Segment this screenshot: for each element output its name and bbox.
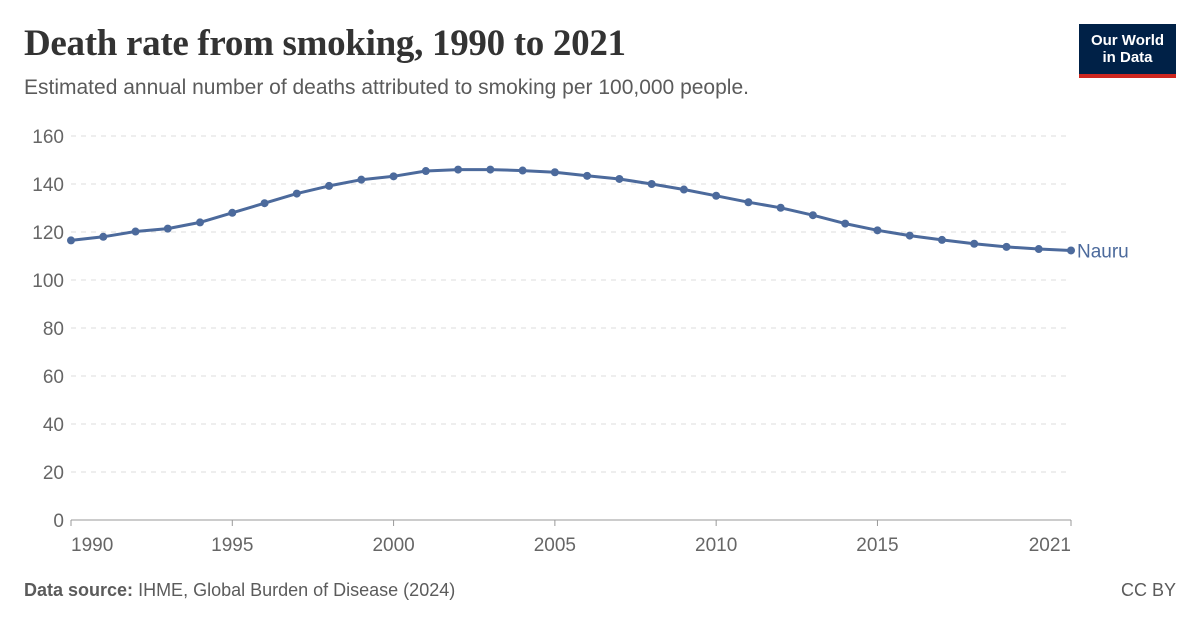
data-point-2019 <box>1002 242 1011 251</box>
series-label-nauru: Nauru <box>1077 241 1129 262</box>
data-point-2012 <box>776 203 785 212</box>
chart-title: Death rate from smoking, 1990 to 2021 <box>24 23 626 64</box>
owid-logo[interactable]: Our World in Data <box>1079 24 1176 78</box>
x-tick-label-2010: 2010 <box>695 535 737 556</box>
data-point-1998 <box>325 181 334 190</box>
data-point-2006 <box>583 171 592 180</box>
data-source: Data source: IHME, Global Burden of Dise… <box>24 580 455 601</box>
y-tick-label-160: 160 <box>32 127 64 148</box>
y-tick-label-140: 140 <box>32 175 64 196</box>
data-point-2016 <box>905 231 914 240</box>
x-tick-label-2021: 2021 <box>1029 535 1071 556</box>
x-tick-label-1990: 1990 <box>71 535 113 556</box>
x-tick-label-2000: 2000 <box>372 535 414 556</box>
y-tick-label-100: 100 <box>32 271 64 292</box>
grid-lines <box>71 135 1071 473</box>
data-point-2003 <box>486 165 495 174</box>
x-tick-label-2015: 2015 <box>856 535 898 556</box>
y-tick-label-40: 40 <box>43 415 64 436</box>
data-point-2002 <box>454 165 463 174</box>
y-tick-label-60: 60 <box>43 367 64 388</box>
data-point-2001 <box>421 167 430 176</box>
logo-line-2: in Data <box>1102 49 1153 66</box>
series-layer: Nauru <box>67 165 1129 262</box>
data-point-2013 <box>808 211 817 220</box>
chart-subtitle: Estimated annual number of deaths attrib… <box>24 76 749 99</box>
x-tick-label-1995: 1995 <box>211 535 253 556</box>
data-point-2017 <box>937 235 946 244</box>
data-point-2018 <box>970 239 979 248</box>
axes: 0 20 40 60 80 100 120 140 160 1990 1995 2000 2005 201… <box>32 127 1072 556</box>
data-point-1992 <box>131 227 140 236</box>
license-link[interactable]: CC BY <box>1120 580 1176 600</box>
data-point-1990 <box>67 236 75 245</box>
logo-line-1: Our World <box>1090 32 1165 49</box>
data-point-2008 <box>647 180 656 188</box>
data-source-label: Data source: <box>24 580 134 600</box>
data-point-2007 <box>615 174 624 183</box>
data-point-1999 <box>357 175 366 184</box>
series-line-nauru <box>69 168 1073 252</box>
data-point-1993 <box>163 224 172 233</box>
data-point-1994 <box>196 218 205 227</box>
data-point-2014 <box>841 219 850 228</box>
data-point-2004 <box>518 166 527 175</box>
data-point-1997 <box>292 189 301 198</box>
data-point-2005 <box>550 168 559 177</box>
data-point-2000 <box>389 172 398 181</box>
data-point-2021 <box>1067 246 1075 255</box>
data-point-2009 <box>679 185 688 194</box>
y-tick-label-120: 120 <box>32 223 64 244</box>
data-point-2010 <box>712 191 721 200</box>
data-source-text: IHME, Global Burden of Disease (2024) <box>138 580 456 600</box>
data-point-1991 <box>99 232 108 241</box>
y-tick-label-80: 80 <box>43 319 64 340</box>
data-point-2020 <box>1034 245 1043 254</box>
y-tick-label-0: 0 <box>53 511 64 532</box>
data-point-2015 <box>873 226 882 235</box>
data-point-1995 <box>228 208 237 217</box>
data-point-2011 <box>744 198 753 207</box>
data-point-1996 <box>260 199 269 208</box>
y-tick-label-20: 20 <box>43 463 64 484</box>
x-tick-label-2005: 2005 <box>534 535 576 556</box>
